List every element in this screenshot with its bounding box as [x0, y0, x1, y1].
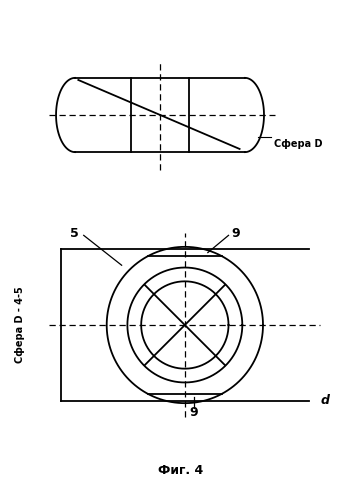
Text: 9: 9	[231, 226, 240, 239]
Text: Фиг. 4: Фиг. 4	[158, 464, 203, 477]
Text: Сфера D: Сфера D	[274, 139, 322, 149]
Text: 5: 5	[70, 226, 79, 239]
Text: 9: 9	[190, 406, 198, 419]
Text: Сфера D - 4-5: Сфера D - 4-5	[15, 286, 25, 364]
Text: d: d	[321, 394, 330, 407]
